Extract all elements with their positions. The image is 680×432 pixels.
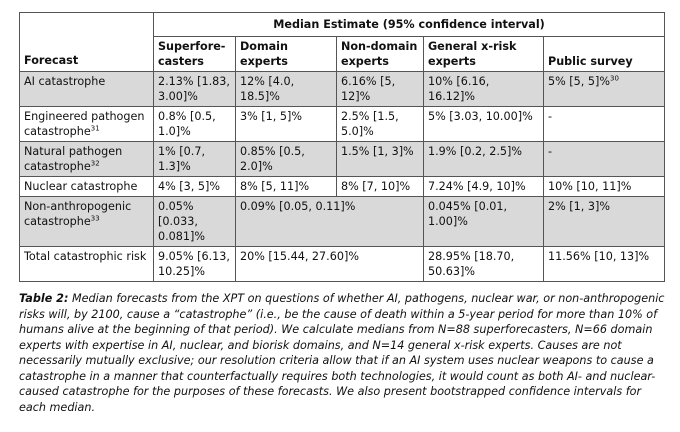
table-cell: 7.24% [4.9, 10]% (423, 176, 544, 197)
row-label: Non-anthropogenic catastrophe33 (19, 196, 154, 247)
table-cell: 0.05% [0.033, 0.081]% (153, 196, 236, 247)
document: Forecast Median Estimate (95% confidence… (19, 12, 667, 415)
caption-label: Table 2: (19, 292, 69, 305)
column-header: Superfore-casters (153, 36, 236, 72)
table-cell: 5% [5, 5]%30 (542, 71, 666, 107)
column-header: Non-domain experts (336, 36, 424, 72)
table-cell: 4% [3, 5]% (153, 176, 236, 197)
table-cell: - (542, 141, 666, 177)
row-label: Engineered pathogen catastrophe31 (19, 106, 154, 142)
table-row: Engineered pathogen catastrophe31 0.8% [0… (19, 106, 666, 142)
table-caption: Table 2: Median forecasts from the XPT o… (19, 291, 667, 415)
column-header: General x-risk experts (423, 36, 544, 72)
footnote-ref: 33 (90, 214, 100, 223)
table-cell: 8% [7, 10]% (336, 176, 424, 197)
footnote-ref: 31 (90, 124, 100, 133)
row-label: Natural pathogen catastrophe32 (19, 141, 154, 177)
table-cell: 0.8% [0.5, 1.0]% (153, 106, 236, 142)
table-cell: 2% [1, 3]% (542, 196, 666, 247)
table-cell: 3% [1, 5]% (235, 106, 337, 142)
table-cell: 8% [5, 11]% (235, 176, 337, 197)
table-cell: 5% [3.03, 10.00]% (423, 106, 544, 142)
column-header: Domain experts (235, 36, 337, 72)
table-cell: 0.045% [0.01, 1.00]% (423, 196, 544, 247)
caption-text: Median forecasts from the XPT on questio… (19, 292, 665, 414)
table-cell: 2.13% [1.83, 3.00]% (153, 71, 236, 107)
row-label: AI catastrophe (19, 71, 154, 107)
table-row: AI catastrophe 2.13% [1.83, 3.00]% 12% [4.… (19, 71, 666, 107)
table-cell: 0.09% [0.05, 0.11]% (235, 196, 424, 247)
forecast-table: Forecast Median Estimate (95% confidence… (19, 12, 666, 282)
table-cell: 9.05% [6.13, 10.25]% (153, 246, 236, 282)
group-header: Median Estimate (95% confidence interval… (152, 12, 666, 37)
table-row: Non-anthropogenic catastrophe33 0.05% [0.… (19, 196, 666, 247)
forecast-column-header: Forecast (19, 12, 154, 72)
table-row: Natural pathogen catastrophe32 1% [0.7, 1… (19, 141, 666, 177)
footnote-ref: 30 (610, 74, 619, 83)
table-cell: 1.9% [0.2, 2.5]% (423, 141, 544, 177)
footnote-ref: 32 (90, 159, 100, 168)
table-cell: 20% [15.44, 27.60]% (235, 246, 424, 282)
table-cell: 10% [6.16, 16.12]% (423, 71, 544, 107)
row-label: Nuclear catastrophe (19, 176, 154, 197)
table-cell: 1.5% [1, 3]% (336, 141, 424, 177)
row-label: Total catastrophic risk (19, 246, 154, 282)
table-cell: 10% [10, 11]% (542, 176, 666, 197)
table-cell: - (542, 106, 666, 142)
table-cell: 11.56% [10, 13]% (542, 246, 666, 282)
table-cell: 28.95% [18.70, 50.63]% (423, 246, 544, 282)
table-row: Total catastrophic risk 9.05% [6.13, 10.2… (19, 246, 666, 282)
table-cell: 0.85% [0.5, 2.0]% (235, 141, 337, 177)
table-row: Nuclear catastrophe 4% [3, 5]% 8% [5, 11]%… (19, 176, 666, 197)
table-cell: 6.16% [5, 12]% (336, 71, 424, 107)
table-cell: 12% [4.0, 18.5]% (235, 71, 337, 107)
table-cell: 1% [0.7, 1.3]% (153, 141, 236, 177)
column-header: Public survey (542, 36, 666, 72)
table-cell: 2.5% [1.5, 5.0]% (336, 106, 424, 142)
